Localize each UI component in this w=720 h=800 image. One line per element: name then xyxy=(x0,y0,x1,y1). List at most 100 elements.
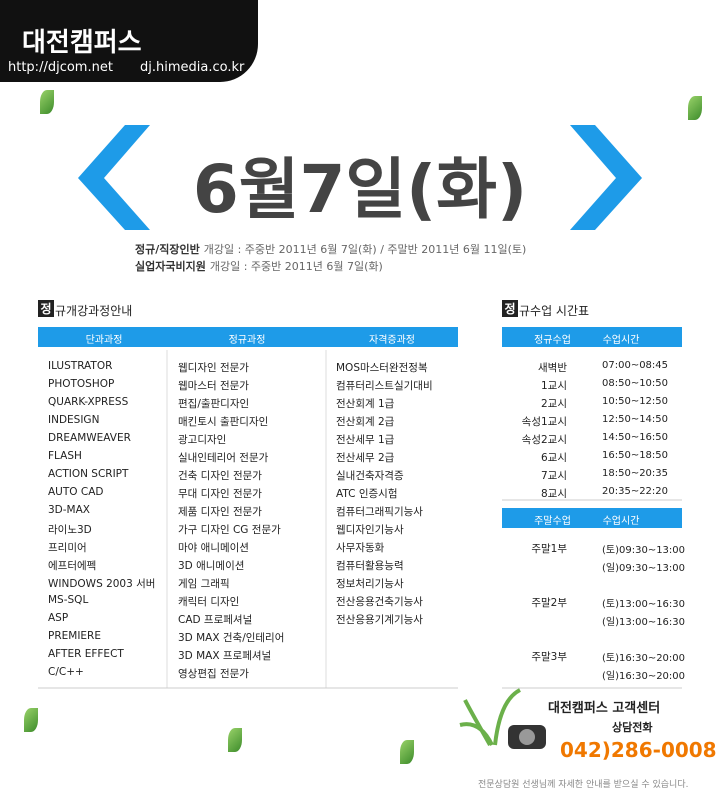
course-item: 실내건축자격증 xyxy=(336,470,404,482)
session-time: (토)13:00~16:30 xyxy=(602,599,686,610)
column-header: 정규수업 xyxy=(534,335,571,346)
course-item: WINDOWS 2003 서버 xyxy=(48,578,156,590)
schedule-text: 개강일 : 주중반 2011년 6월 7일(화) / 주말반 2011년 6월 … xyxy=(203,243,527,256)
course-item: 웹마스터 전문가 xyxy=(178,380,249,392)
course-item: 게임 그래픽 xyxy=(178,578,230,590)
session-name: 주말2부 xyxy=(531,597,567,609)
course-item: ATC 인증시험 xyxy=(336,488,398,500)
leaf xyxy=(228,728,242,752)
session-time: 08:50~10:50 xyxy=(602,378,669,389)
schedule-label: 정규/직장인반 xyxy=(135,243,200,256)
course-item: FLASH xyxy=(48,450,82,462)
session-name: 속성1교시 xyxy=(521,416,567,428)
session-time: (토)16:30~20:00 xyxy=(602,653,686,664)
course-item: MS-SQL xyxy=(48,594,89,606)
course-item: 에프터에펙 xyxy=(48,560,97,572)
course-item: 컴퓨터그래픽기능사 xyxy=(336,506,423,518)
course-item: 전산세무 2급 xyxy=(336,452,395,464)
course-item: 제품 디자인 전문가 xyxy=(178,506,262,518)
course-item: 캐릭터 디자인 xyxy=(178,596,240,608)
column-header: 수업시간 xyxy=(602,335,640,346)
course-item: 편집/출판디자인 xyxy=(178,398,250,410)
column-header: 정규과정 xyxy=(228,335,266,346)
course-item: 웹디자인 전문가 xyxy=(178,362,249,374)
header-bar xyxy=(502,508,682,528)
course-item: 가구 디자인 CG 전문가 xyxy=(178,524,281,536)
session-time: 07:00~08:45 xyxy=(602,360,669,371)
course-item: 매킨토시 출판디자인 xyxy=(178,416,269,428)
course-item: 정보처리기능사 xyxy=(336,578,404,590)
session-time: 16:50~18:50 xyxy=(602,450,669,461)
leaf xyxy=(400,740,414,764)
column-header: 주말수업 xyxy=(534,516,571,527)
course-item: C/C++ xyxy=(48,666,84,678)
course-item: ILUSTRATOR xyxy=(48,360,113,372)
session-time: (일)09:30~13:00 xyxy=(602,563,686,574)
contact-phone: 042)286-0008 xyxy=(560,738,717,762)
contact-title: 대전캠퍼스 고객센터 xyxy=(548,701,661,716)
course-item: 컴퓨터활용능력 xyxy=(336,560,404,572)
session-time: (일)13:00~16:30 xyxy=(602,617,686,628)
session-name: 1교시 xyxy=(540,380,567,392)
session-name: 6교시 xyxy=(540,452,567,464)
column-header: 수업시간 xyxy=(602,516,640,527)
course-item: 전산세무 1급 xyxy=(336,434,395,446)
course-item: 광고디자인 xyxy=(178,434,227,446)
course-item: 전산응용기계기능사 xyxy=(336,614,423,626)
column-header: 자격증과정 xyxy=(369,335,415,346)
session-name: 2교시 xyxy=(540,398,567,410)
session-name: 주말1부 xyxy=(531,543,567,555)
session-time: 12:50~14:50 xyxy=(602,414,669,425)
course-item: 전산회계 2급 xyxy=(336,416,395,428)
section-title: 규수업 시간표 xyxy=(519,304,590,318)
course-item: 건축 디자인 전문가 xyxy=(178,470,262,482)
session-time: 20:35~22:20 xyxy=(602,486,669,497)
course-item: 전산응용건축기능사 xyxy=(336,596,423,608)
url: dj.himedia.co.kr xyxy=(140,60,245,75)
leaf xyxy=(24,708,38,732)
course-item: PREMIERE xyxy=(48,630,101,642)
course-item: AUTO CAD xyxy=(48,486,104,498)
contact-label: 상담전화 xyxy=(612,721,653,734)
date-title: 6월7일(화) xyxy=(192,151,528,228)
session-time: 10:50~12:50 xyxy=(602,396,669,407)
session-time: 18:50~20:35 xyxy=(602,468,669,479)
left-arrow xyxy=(78,125,150,230)
course-item: 3D-MAX xyxy=(48,504,90,516)
url: http://djcom.net xyxy=(8,60,113,75)
schedule-text: 개강일 : 주중반 2011년 6월 7일(화) xyxy=(209,260,383,273)
schedule-label: 실업자국비지원 xyxy=(135,260,206,273)
course-item: 전산회계 1급 xyxy=(336,398,395,410)
session-name: 8교시 xyxy=(540,488,567,500)
course-item: ASP xyxy=(48,612,69,624)
course-item: INDESIGN xyxy=(48,414,100,426)
course-item: 컴퓨터리스트실기대비 xyxy=(336,380,433,392)
session-name: 7교시 xyxy=(540,470,567,482)
course-item: 프리미어 xyxy=(48,542,87,554)
schedule-line: 정규/직장인반 개강일 : 주중반 2011년 6월 7일(화) / 주말반 20… xyxy=(135,241,526,257)
course-item: AFTER EFFECT xyxy=(48,648,124,660)
section-title: 규개강과정안내 xyxy=(55,304,133,318)
course-item: 라이노3D xyxy=(48,524,92,536)
course-item: 3D MAX 건축/인테리어 xyxy=(178,632,285,644)
contact-note: 전문상담원 선생님께 자세한 안내를 받으실 수 있습니다. xyxy=(478,780,689,790)
brand: 대전캠퍼스 xyxy=(22,28,142,58)
schedule-line: 실업자국비지원 개강일 : 주중반 2011년 6월 7일(화) xyxy=(135,258,383,274)
header-badge xyxy=(0,0,258,82)
session-time: (토)09:30~13:00 xyxy=(602,545,686,556)
session-time: (일)16:30~20:00 xyxy=(602,671,686,682)
course-item: 무대 디자인 전문가 xyxy=(178,488,262,500)
course-item: 영상편집 전문가 xyxy=(178,668,249,680)
leaf xyxy=(688,96,702,120)
course-item: 마야 애니메이션 xyxy=(178,542,249,554)
course-item: CAD 프로페셔널 xyxy=(178,614,253,626)
course-item: 웹디자인기능사 xyxy=(336,524,404,536)
column-header: 단과과정 xyxy=(85,335,123,346)
header-bar xyxy=(38,327,458,347)
leaf xyxy=(40,90,54,114)
course-item: 3D 애니메이션 xyxy=(178,560,245,572)
session-name: 주말3부 xyxy=(531,651,567,663)
session-time: 14:50~16:50 xyxy=(602,432,669,443)
course-item: ACTION SCRIPT xyxy=(48,468,129,480)
